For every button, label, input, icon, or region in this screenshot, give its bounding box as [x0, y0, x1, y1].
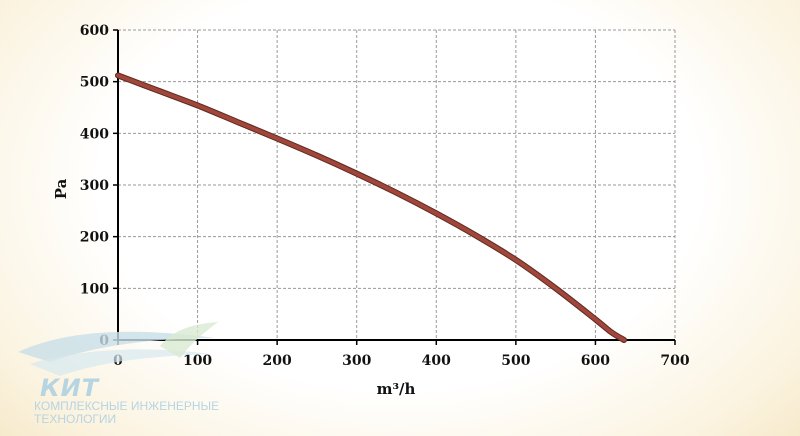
- axes: [113, 29, 676, 345]
- x-tick-label: 300: [342, 353, 371, 369]
- y-tick-label: 100: [80, 281, 109, 297]
- series-line-shadow: [115, 72, 628, 343]
- series: [115, 72, 628, 343]
- y-tick-label: 500: [80, 75, 109, 91]
- y-tick-label: 300: [80, 178, 109, 194]
- y-tick-label: 400: [80, 126, 109, 142]
- watermark-logo: КИТ КОМПЛЕКСНЫЕ ИНЖЕНЕРНЫЕ ТЕХНОЛОГИИ: [10, 318, 240, 436]
- series-line: [116, 73, 627, 342]
- tick-labels: 0100200300400500600700010020030040050060…: [80, 23, 690, 369]
- x-tick-label: 100: [183, 353, 212, 369]
- x-tick-label: 200: [263, 353, 292, 369]
- watermark-line-1: КОМПЛЕКСНЫЕ ИНЖЕНЕРНЫЕ: [34, 399, 220, 413]
- x-tick-label: 700: [660, 353, 689, 369]
- x-tick-label: 600: [581, 353, 610, 369]
- y-axis-label: Pa: [52, 178, 70, 199]
- wave-emblem-icon: [18, 322, 218, 376]
- watermark-line-2: ТЕХНОЛОГИИ: [34, 412, 117, 426]
- y-tick-label: 200: [80, 230, 109, 246]
- y-tick-label: 600: [80, 23, 109, 39]
- watermark-tagline: КОМПЛЕКСНЫЕ ИНЖЕНЕРНЫЕ ТЕХНОЛОГИИ: [34, 400, 219, 426]
- grid: [118, 29, 676, 340]
- x-tick-label: 400: [422, 353, 451, 369]
- x-tick-label: 500: [501, 353, 530, 369]
- watermark-brand: КИТ: [40, 374, 100, 402]
- x-axis-label: m³/h: [377, 380, 416, 398]
